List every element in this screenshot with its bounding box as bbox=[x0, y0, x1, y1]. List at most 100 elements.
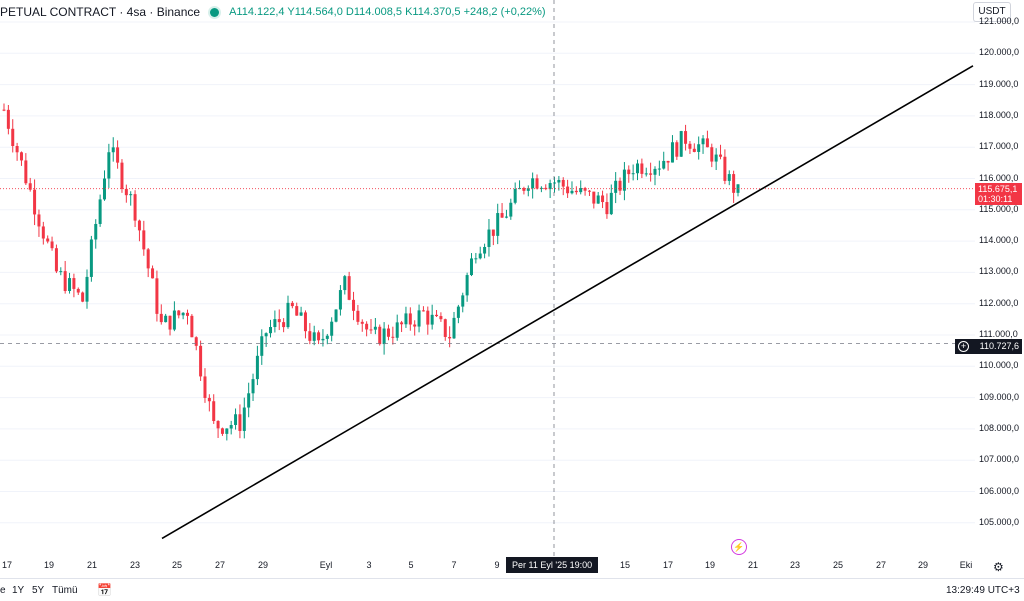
candle-body bbox=[59, 271, 63, 273]
candle-body bbox=[255, 355, 259, 380]
symbol-header: PETUAL CONTRACT · 4sa · Binance A114.122… bbox=[0, 2, 546, 22]
trendline[interactable] bbox=[161, 65, 974, 540]
candle-body bbox=[303, 312, 307, 332]
candle-body bbox=[229, 425, 233, 429]
price-chart[interactable] bbox=[0, 0, 975, 557]
candle-body bbox=[269, 327, 273, 334]
y-tick-label: 106.000,0 bbox=[979, 485, 1020, 496]
x-tick-label: 25 bbox=[832, 560, 844, 570]
candle-body bbox=[605, 202, 609, 215]
candle-body bbox=[199, 345, 203, 377]
symbol-title[interactable]: PETUAL CONTRACT · 4sa · Binance bbox=[0, 5, 201, 19]
countdown-value: 01:30:11 bbox=[978, 193, 1013, 204]
range-button-e[interactable]: e bbox=[0, 585, 6, 596]
candle-body bbox=[155, 278, 159, 314]
candle-body bbox=[98, 199, 102, 224]
candle-body bbox=[286, 302, 290, 328]
candle-body bbox=[631, 173, 635, 175]
calendar-icon[interactable]: 📅 bbox=[97, 583, 112, 597]
candle-body bbox=[452, 317, 456, 339]
candle-body bbox=[553, 182, 556, 184]
candle-body bbox=[491, 229, 495, 236]
candle-body bbox=[692, 148, 696, 152]
y-tick-label: 111.000,0 bbox=[979, 329, 1018, 339]
candle-body bbox=[142, 230, 146, 250]
candle-body bbox=[723, 156, 727, 181]
live-dot-icon bbox=[210, 7, 220, 17]
candle-body bbox=[373, 326, 377, 330]
x-tick-label: 7 bbox=[451, 560, 457, 570]
y-tick-label: 118.000,0 bbox=[979, 109, 1019, 120]
candle-body bbox=[500, 213, 504, 218]
candle-body bbox=[400, 322, 404, 325]
candle-body bbox=[618, 180, 622, 191]
candle-body bbox=[439, 316, 443, 320]
currency-button[interactable]: USDT bbox=[973, 2, 1011, 22]
candle-body bbox=[509, 202, 513, 217]
candle-body bbox=[146, 249, 150, 269]
candle-body bbox=[365, 323, 369, 330]
candle-body bbox=[705, 138, 709, 148]
candle-body bbox=[102, 178, 106, 200]
candle-body bbox=[461, 295, 465, 307]
y-tick-label: 117.000,0 bbox=[979, 141, 1019, 152]
candle-body bbox=[54, 248, 58, 272]
candle-body bbox=[277, 319, 281, 323]
candle-body bbox=[622, 169, 626, 191]
candle-body bbox=[448, 336, 452, 339]
range-button-5y[interactable]: 5Y bbox=[32, 585, 45, 596]
candle-body bbox=[391, 336, 395, 338]
candle-body bbox=[260, 336, 264, 356]
candle-body bbox=[312, 332, 316, 341]
y-tick-label: 113.000,0 bbox=[979, 266, 1019, 277]
x-tick-label: 15 bbox=[619, 560, 631, 570]
candle-body bbox=[28, 183, 32, 190]
candle-body bbox=[601, 195, 605, 203]
candle-body bbox=[592, 191, 596, 204]
last-price-tag: 115.675,1 01:30:11 bbox=[975, 182, 1022, 205]
candle-body bbox=[522, 188, 526, 191]
time-axis[interactable]: 17 19 21 23 25 27 29 Eyl 3 5 7 9 15 17 19 21 23 25 27 29 Eki bbox=[0, 557, 975, 575]
y-tick-label: 105.000,0 bbox=[979, 516, 1020, 527]
price-axis[interactable]: 121.000,0 120.000,0 119.000,0 118.000,0 117.… bbox=[975, 0, 1024, 565]
y-tick-label: 119.000,0 bbox=[979, 78, 1019, 89]
candle-body bbox=[164, 315, 168, 323]
candle-body bbox=[596, 195, 600, 204]
candle-body bbox=[290, 302, 294, 307]
x-tick-label: 9 bbox=[494, 560, 500, 570]
candle-body bbox=[378, 326, 382, 345]
candle-body bbox=[426, 310, 430, 325]
candle-body bbox=[46, 238, 50, 242]
candle-body bbox=[636, 163, 640, 174]
candle-body bbox=[566, 186, 570, 194]
candle-body bbox=[539, 187, 543, 189]
add-alert-icon[interactable]: + bbox=[958, 341, 969, 352]
lightning-icon[interactable]: ⚡ bbox=[731, 539, 747, 555]
clock-readout: 13:29:49 UTC+3 bbox=[946, 585, 1020, 596]
candle-body bbox=[68, 278, 72, 292]
candle-body bbox=[317, 332, 321, 341]
candle-body bbox=[242, 407, 246, 431]
ohlc-close: K114.370,5 bbox=[405, 6, 461, 18]
ohlc-low: D114.008,5 bbox=[345, 6, 402, 18]
y-tick-label: 115.000,0 bbox=[979, 203, 1019, 214]
range-button-all[interactable]: Tümü bbox=[52, 585, 78, 596]
range-button-1y[interactable]: 1Y bbox=[12, 585, 25, 596]
y-tick-label: 109.000,0 bbox=[979, 391, 1020, 402]
candle-body bbox=[194, 337, 198, 346]
candle-body bbox=[63, 271, 67, 292]
candle-body bbox=[85, 276, 89, 302]
candle-body bbox=[382, 328, 386, 345]
candle-body bbox=[33, 189, 37, 215]
gear-icon[interactable]: ⚙ bbox=[993, 560, 1004, 574]
y-tick-label: 121.000,0 bbox=[979, 16, 1020, 26]
candle-body bbox=[120, 162, 124, 189]
candle-body bbox=[356, 310, 360, 322]
candle-body bbox=[430, 314, 434, 325]
candle-body bbox=[649, 173, 653, 175]
candle-body bbox=[662, 160, 666, 169]
candle-body bbox=[50, 241, 54, 249]
candle-body bbox=[614, 180, 618, 193]
candle-body bbox=[124, 188, 128, 196]
candle-body bbox=[347, 276, 351, 300]
